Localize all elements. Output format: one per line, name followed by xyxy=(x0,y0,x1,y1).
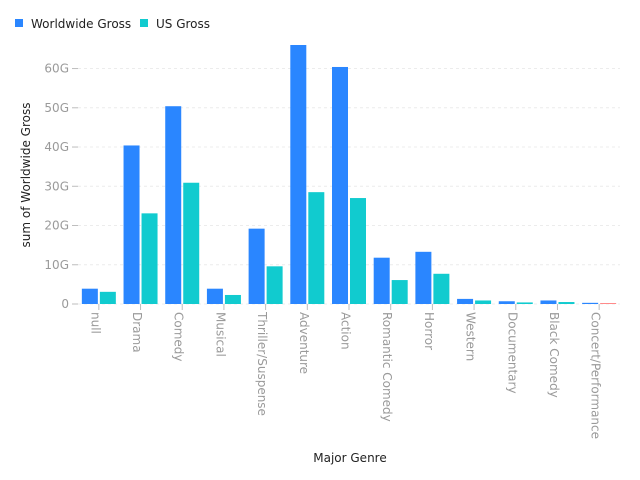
bar-us-gross-horror xyxy=(433,273,450,304)
x-tick-label-adventure: Adventure xyxy=(297,312,311,374)
bar-us-gross-western xyxy=(475,300,492,304)
legend-label-worldwide-gross: Worldwide Gross xyxy=(31,17,131,31)
y-tick-label: 30G xyxy=(44,179,69,193)
bar-us-gross-musical xyxy=(224,294,241,304)
bar-worldwide-gross-drama xyxy=(123,145,140,304)
x-tick-label-concert-performance: Concert/Performance xyxy=(589,312,603,439)
legend: Worldwide Gross US Gross xyxy=(15,17,210,31)
bar-worldwide-gross-romantic-comedy xyxy=(373,257,390,304)
bar-worldwide-gross-musical xyxy=(206,288,223,304)
x-tick-label-comedy: Comedy xyxy=(172,312,186,362)
bar-us-gross-thriller-suspense xyxy=(266,266,283,304)
x-tick-label-horror: Horror xyxy=(422,312,436,350)
y-tick-label: 10G xyxy=(44,258,69,272)
bar-worldwide-gross-adventure xyxy=(290,45,307,304)
x-tick-label-action: Action xyxy=(339,312,353,350)
y-axis: 0 10G 20G 30G 40G 50G 60G xyxy=(44,62,78,311)
bar-us-gross-romantic-comedy xyxy=(391,280,408,304)
bar-worldwide-gross-documentary xyxy=(498,301,515,304)
x-axis-title: Major Genre xyxy=(313,451,386,465)
bar-us-gross-null xyxy=(99,291,116,304)
bar-us-gross-drama xyxy=(141,213,158,304)
x-tick-label-western: Western xyxy=(464,312,478,361)
bar-worldwide-gross-horror xyxy=(415,251,432,304)
legend-swatch-us-gross xyxy=(140,19,148,27)
bar-us-gross-comedy xyxy=(183,182,200,304)
x-tick-label-drama: Drama xyxy=(130,312,144,353)
bar-worldwide-gross-action xyxy=(332,66,348,304)
x-tick-label-romantic-comedy: Romantic Comedy xyxy=(380,312,394,422)
y-tick-label: 50G xyxy=(44,101,69,115)
bar-worldwide-gross-concert-performance xyxy=(582,302,599,304)
x-axis: null Drama Comedy Musical Thriller/Suspense A… xyxy=(88,304,603,439)
bar-us-gross-adventure xyxy=(308,192,325,304)
bar-worldwide-gross-null xyxy=(81,288,98,304)
bar-worldwide-gross-western xyxy=(457,298,474,304)
legend-label-us-gross: US Gross xyxy=(156,17,210,31)
bar-us-gross-concert-performance xyxy=(600,303,617,304)
legend-swatch-worldwide-gross xyxy=(15,19,23,27)
bar-us-gross-documentary xyxy=(516,302,533,304)
y-tick-label: 20G xyxy=(44,219,69,233)
x-tick-label-null: null xyxy=(88,312,102,334)
y-axis-title: sum of Worldwide Gross xyxy=(19,103,33,248)
x-tick-label-black-comedy: Black Comedy xyxy=(547,312,561,398)
bar-worldwide-gross-thriller-suspense xyxy=(248,228,265,304)
bar-us-gross-action xyxy=(350,198,366,304)
y-tick-label: 40G xyxy=(44,140,69,154)
bars xyxy=(81,45,617,304)
gridlines xyxy=(78,68,620,305)
bar-worldwide-gross-comedy xyxy=(165,106,182,304)
bar-us-gross-black-comedy xyxy=(558,302,575,304)
bar-worldwide-gross-black-comedy xyxy=(540,300,557,304)
y-tick-label: 0 xyxy=(61,297,69,311)
x-tick-label-documentary: Documentary xyxy=(505,312,519,394)
y-tick-label: 60G xyxy=(44,62,69,76)
x-tick-label-thriller-suspense: Thriller/Suspense xyxy=(255,311,269,416)
x-tick-label-musical: Musical xyxy=(213,312,227,357)
